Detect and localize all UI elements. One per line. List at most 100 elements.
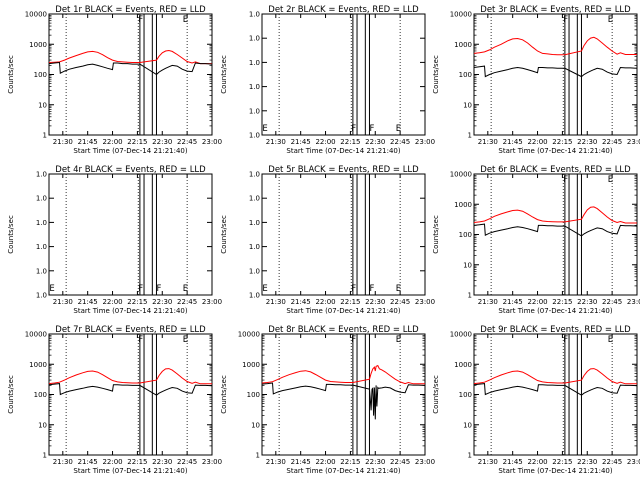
y-tick-label: 100 [459,231,472,239]
y-tick-label: 1.0 [36,243,47,251]
x-tick-label: 21:30 [53,138,73,146]
x-tick-label: 22:30 [365,458,385,466]
x-tick-label: 22:30 [577,298,597,306]
y-axis-label: Counts/sec [432,375,440,414]
x-tick-label: 21:45 [291,138,311,146]
y-tick-label: 10 [251,421,260,429]
annotation-label: E [262,284,267,294]
x-tick-label: 22:15 [552,298,572,306]
y-tick-label: 100 [459,71,472,79]
detector-panel-7: Det 7r BLACK = Events, RED = LLD 21:30 21:… [7,325,222,475]
x-tick-label: 21:45 [78,458,98,466]
x-tick-label: 22:45 [602,138,622,146]
x-tick-label: 23:00 [415,138,435,146]
x-tick-label: 22:00 [102,458,122,466]
x-axis-label: Start Time (07-Dec-14 21:21:40) [286,147,400,155]
x-tick-label: 22:45 [390,298,410,306]
events-rate-line [473,65,638,78]
y-axis-label: Counts/sec [220,55,228,94]
lld-rate-line [48,368,212,385]
x-tick-label: 21:30 [53,298,73,306]
annotation-label: F [138,15,143,25]
y-tick-label: 1000 [242,361,260,369]
x-tick-label: 21:45 [78,138,98,146]
x-tick-label: 22:15 [552,138,572,146]
annotation-label: E [396,124,401,134]
plot-frame [261,333,426,456]
y-tick-label: 1 [43,452,47,460]
y-tick-label: 1000 [454,41,472,49]
annotation-label: F [351,284,356,294]
x-tick-label: 23:00 [202,138,222,146]
x-tick-label: 21:45 [291,298,311,306]
plot-frame [48,173,213,296]
panel-title: Det 3r BLACK = Events, RED = LLD [480,5,631,15]
x-tick-label: 21:45 [291,458,311,466]
y-tick-label: 1.0 [249,171,260,179]
x-tick-label: 22:30 [577,458,597,466]
annotation-label: E [49,284,54,294]
y-tick-label: 1.0 [249,292,260,300]
panel-title: Det 1r BLACK = Events, RED = LLD [55,5,206,15]
x-tick-label: 22:30 [365,298,385,306]
x-tick-label: 22:45 [177,298,197,306]
x-tick-label: 21:30 [266,138,286,146]
x-tick-label: 21:45 [503,458,523,466]
panel-title: Det 6r BLACK = Events, RED = LLD [480,165,631,175]
y-tick-label: 10000 [25,11,47,19]
x-tick-label: 21:45 [78,298,98,306]
annotation-label: F [138,284,143,294]
x-tick-label: 22:00 [527,298,547,306]
x-tick-label: 22:15 [127,458,147,466]
x-tick-label: 23:00 [415,298,435,306]
y-tick-label: 1.0 [249,195,260,203]
x-tick-label: 22:00 [102,298,122,306]
lld-rate-line [473,206,637,224]
plot-frame [261,173,426,296]
x-axis-label: Start Time (07-Dec-14 21:21:40) [498,147,612,155]
x-tick-label: 23:00 [202,298,222,306]
x-axis-label: Start Time (07-Dec-14 21:21:40) [286,307,400,315]
y-tick-label: 1000 [29,41,47,49]
y-tick-label: 1.0 [249,59,260,67]
x-tick-label: 21:45 [503,298,523,306]
x-tick-label: 22:15 [127,298,147,306]
x-axis-label: Start Time (07-Dec-14 21:21:40) [73,147,187,155]
x-tick-label: 22:45 [390,458,410,466]
x-tick-label: 22:30 [577,138,597,146]
x-tick-label: 22:00 [315,298,335,306]
y-tick-label: 100 [247,391,260,399]
y-tick-label: 10 [463,421,472,429]
y-tick-label: 1.0 [36,267,47,275]
y-tick-label: 10000 [238,331,260,339]
y-axis-label: Counts/sec [220,375,228,414]
detector-panel-3: Det 3r BLACK = Events, RED = LLD 21:30 21:… [432,5,640,155]
y-tick-label: 1.0 [249,267,260,275]
y-tick-label: 1 [256,452,260,460]
panel-title: Det 9r BLACK = Events, RED = LLD [480,325,631,335]
lld-rate-line [473,36,637,56]
annotation-label: F [351,335,356,345]
detector-panel-9: Det 9r BLACK = Events, RED = LLD 21:30 21:… [432,325,640,475]
x-tick-label: 21:30 [266,458,286,466]
y-tick-label: 1.0 [249,35,260,43]
plot-frame [473,333,638,456]
detector-panel-5: Det 5r BLACK = Events, RED = LLD 21:30 21:… [220,165,435,315]
annotation-label: E [608,175,613,185]
y-tick-label: 10 [38,421,47,429]
y-tick-label: 1.0 [249,132,260,140]
y-tick-label: 10 [38,101,47,109]
x-axis-label: Start Time (07-Dec-14 21:21:40) [498,467,612,475]
annotation-label: E [396,335,401,345]
y-tick-label: 1.0 [249,11,260,19]
y-tick-label: 1.0 [249,107,260,115]
x-tick-label: 22:30 [152,458,172,466]
panel-title: Det 7r BLACK = Events, RED = LLD [55,325,206,335]
panel-title: Det 2r BLACK = Events, RED = LLD [268,5,419,15]
annotation-label: F [370,124,375,134]
y-tick-label: 1.0 [249,243,260,251]
events-rate-line [473,383,638,396]
y-tick-label: 1.0 [249,219,260,227]
x-tick-label: 22:45 [602,458,622,466]
